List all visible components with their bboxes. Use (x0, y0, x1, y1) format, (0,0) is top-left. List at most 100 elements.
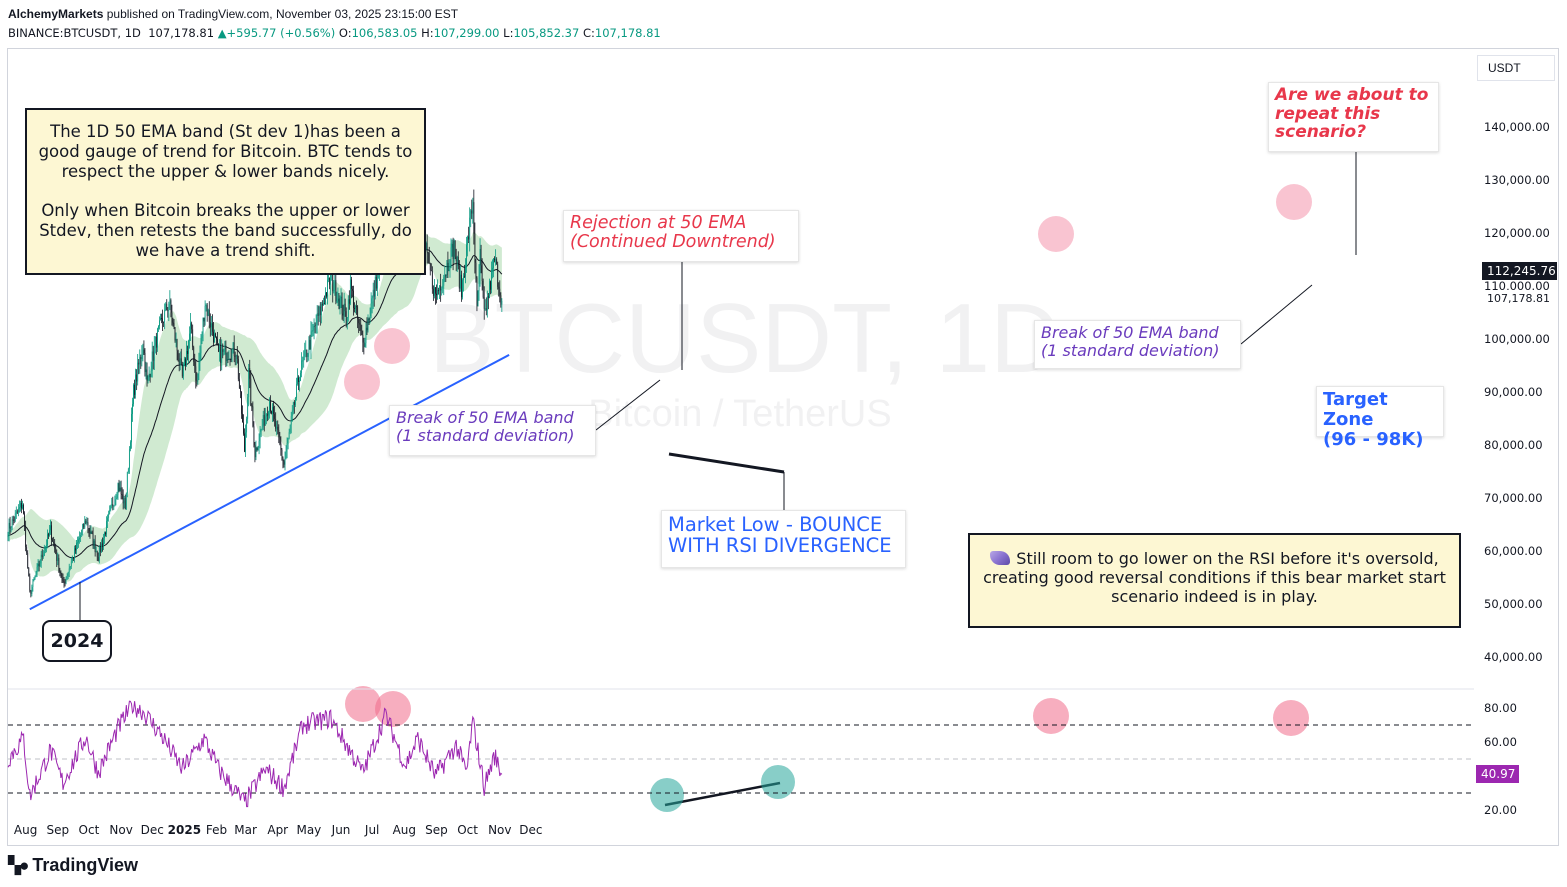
candle-body (283, 461, 285, 465)
candle-body (86, 522, 88, 524)
candle-body (320, 303, 322, 316)
candle-body (250, 378, 252, 406)
candle-body (193, 347, 195, 362)
candle-body (136, 374, 138, 382)
candle-body (29, 576, 31, 591)
candle-body (268, 411, 269, 416)
candle-body (82, 523, 84, 530)
candle-body (370, 303, 372, 316)
candle-body (23, 504, 24, 514)
candle-body (464, 276, 465, 278)
candle-body (260, 429, 262, 432)
candle-body (303, 356, 305, 361)
candle-body (284, 458, 286, 465)
candle-body (91, 531, 93, 534)
candle-body (149, 374, 151, 378)
candle-body (369, 315, 371, 321)
candle-body (481, 265, 483, 281)
candle-body (236, 355, 238, 360)
candle-body (305, 349, 307, 351)
candle-body (499, 288, 501, 296)
candle-body (302, 360, 304, 362)
candle-body (443, 277, 445, 286)
candle-body (258, 441, 260, 448)
candle-body (270, 401, 271, 412)
candle-body (273, 407, 274, 415)
candle-body (116, 495, 118, 498)
symbol-label: BINANCE:BTCUSDT, 1D (8, 26, 141, 40)
price-highlight-circle (1038, 216, 1074, 252)
candle-body (247, 397, 249, 419)
time-tick-label: Aug (393, 823, 416, 837)
candle-body (300, 373, 301, 381)
rsi-overbought-circle (1033, 698, 1069, 734)
candle-body (191, 323, 193, 330)
candle-body (342, 313, 344, 316)
candle-body (272, 407, 273, 414)
candle-body (143, 349, 145, 354)
candle-body (48, 534, 49, 536)
candle-body (37, 563, 39, 567)
candle-body (309, 339, 311, 350)
candle-body (130, 442, 131, 450)
candle-body (266, 414, 268, 416)
candle-body (248, 368, 250, 398)
candle-body (45, 544, 47, 547)
candle-body (259, 431, 261, 442)
last-price: 107,178.81 (148, 26, 215, 40)
candle-body (173, 323, 175, 328)
candle-body (138, 362, 140, 365)
currency-selector[interactable]: USDT (1477, 55, 1555, 81)
candle-body (174, 327, 176, 341)
candle-body (246, 418, 248, 433)
price-highlight-circle (344, 364, 380, 400)
candle-body (371, 298, 373, 304)
candle-body (170, 300, 172, 313)
candle-body (447, 262, 449, 271)
candle-body (25, 526, 27, 548)
candle-body (344, 303, 346, 312)
candle-body (313, 325, 315, 331)
candle-body (202, 317, 204, 336)
time-tick-label: Feb (206, 823, 227, 837)
publisher-name[interactable]: AlchemyMarkets (8, 7, 104, 21)
candle-body (277, 426, 279, 430)
candle-body (245, 432, 246, 452)
candle-body (471, 210, 473, 214)
candle-body (133, 384, 134, 405)
price-tick-label: 110,000.00 (1484, 279, 1550, 293)
candle-body (425, 243, 427, 246)
tradingview-logo[interactable]: ▚● TradingView (8, 855, 138, 876)
candle-body (178, 360, 180, 365)
candle-body (330, 274, 332, 285)
candle-body (104, 532, 105, 538)
candle-body (200, 338, 202, 354)
rsi-line (7, 700, 503, 808)
candle-body (229, 358, 231, 360)
candle-body (468, 236, 470, 240)
close-label: C: (582, 26, 595, 40)
candle-body (304, 349, 306, 357)
candle-body (84, 520, 86, 528)
candle-body (308, 339, 310, 354)
chart-frame[interactable] (7, 48, 1559, 846)
candle-body (119, 487, 121, 492)
candle-body (167, 310, 169, 312)
trendline (29, 354, 510, 611)
candle-body (213, 331, 214, 343)
price-change: ▲+595.77 (+0.56%) (217, 26, 336, 40)
candle-body (68, 568, 70, 573)
candle-body (348, 299, 350, 304)
candle-body (346, 317, 348, 325)
candle-body (376, 269, 378, 289)
candle-body (50, 525, 51, 531)
candle-body (112, 504, 114, 507)
candle-body (231, 348, 233, 361)
rsi-overbought-circle (1273, 700, 1309, 736)
candle-body (494, 258, 495, 261)
annotation-connector (1240, 284, 1313, 345)
candle-body (135, 374, 137, 395)
high-label: H: (421, 26, 434, 40)
candle-body (158, 326, 159, 329)
